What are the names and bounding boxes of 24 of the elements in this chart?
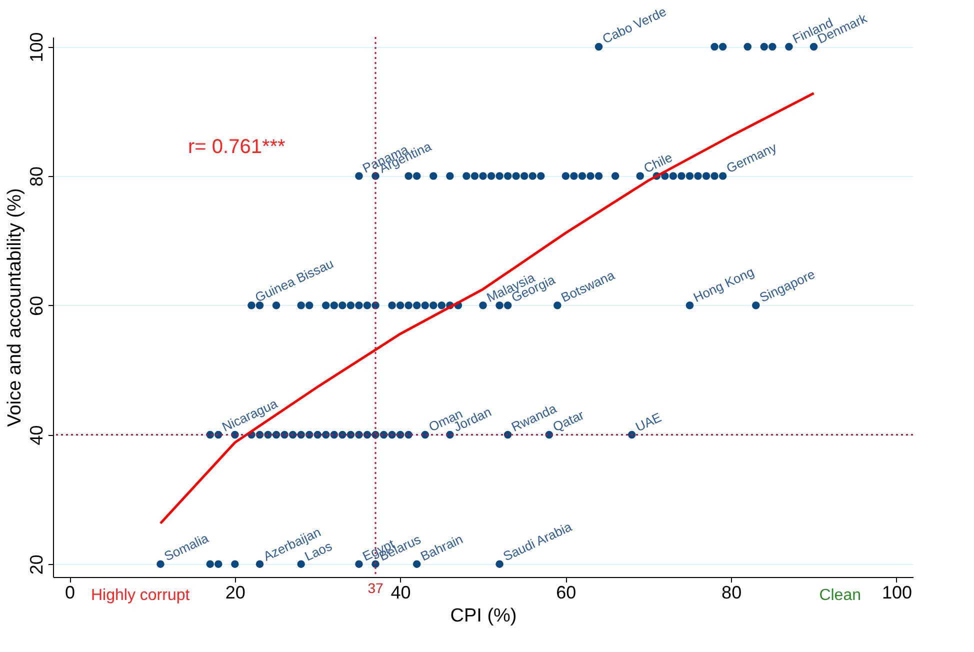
annotation: Guinea Bissau [252,256,336,306]
y-tick-label: 40 [26,425,46,446]
ref-line-label: 37 [368,580,384,596]
line-series [159,92,816,525]
x-axis-title: CPI (%) [450,606,517,626]
annotation: Cabo Verde [600,4,669,46]
annotation: r= 0.761*** [188,136,286,158]
x-tick-label: 0 [65,582,76,602]
x-tick-label: 100 [882,582,912,602]
text: Clean [819,587,861,604]
x-tick-label: 20 [225,582,246,602]
annotation: Hong Kong [691,264,756,306]
x-tick-label: 40 [390,582,411,602]
text: Highly corrupt [91,587,190,604]
x-tick-label: 60 [556,582,576,602]
y-tick-label: 20 [26,554,46,575]
x-tick-label: 80 [722,582,742,602]
y-tick-label: 100 [26,32,46,62]
y-tick-label: 80 [26,166,46,187]
annotation: Chile [641,150,675,176]
annotation: Saudi Arabia [500,518,575,564]
annotation: UAE [633,409,664,434]
y-axis-title: Voice and accountability (%) [4,188,26,427]
y-tick-label: 60 [26,296,46,316]
